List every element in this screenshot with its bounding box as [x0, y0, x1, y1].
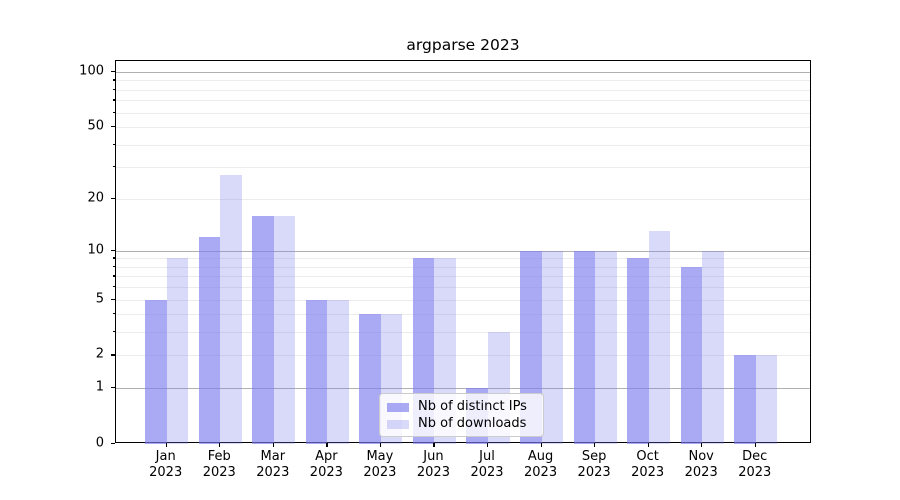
x-tick-mark — [487, 443, 489, 447]
y-minor-tick-mark — [112, 143, 115, 145]
plot-area — [115, 60, 811, 444]
gridline-minor — [116, 314, 810, 316]
legend-swatch-distinct-ips — [387, 402, 409, 412]
y-tick-mark — [111, 249, 115, 251]
y-tick-mark — [111, 298, 115, 300]
bar-downloads — [648, 231, 671, 444]
x-tick-label: Apr 2023 — [309, 449, 343, 480]
y-minor-tick-mark — [112, 99, 115, 101]
gridline-minor — [116, 332, 810, 334]
x-tick-mark — [594, 443, 596, 447]
y-minor-tick-mark — [112, 331, 115, 333]
x-tick-label: Feb 2023 — [202, 449, 236, 480]
x-tick-label: Aug 2023 — [524, 449, 558, 480]
legend-label-downloads: Nb of downloads — [418, 416, 527, 431]
x-tick-label: Mar 2023 — [256, 449, 290, 480]
gridline-minor — [116, 112, 810, 114]
y-tick-label: 2 — [95, 346, 104, 362]
y-tick-mark — [111, 197, 115, 199]
bar-distinct-ips — [734, 355, 756, 444]
gridline-minor — [116, 266, 810, 268]
x-tick-mark — [326, 443, 328, 447]
bar-distinct-ips — [145, 299, 167, 444]
y-minor-tick-mark — [112, 257, 115, 259]
chart-title: argparse 2023 — [406, 36, 520, 54]
legend-swatch-downloads — [387, 419, 409, 429]
x-tick-mark — [540, 443, 542, 447]
y-minor-tick-mark — [112, 79, 115, 81]
x-tick-label: Dec 2023 — [738, 449, 772, 480]
y-minor-tick-mark — [112, 265, 115, 268]
gridline-major — [116, 388, 810, 390]
x-tick-label: Jun 2023 — [416, 449, 450, 480]
y-tick-label: 50 — [87, 118, 104, 134]
y-minor-tick-mark — [112, 111, 115, 113]
bar-downloads — [595, 250, 617, 444]
x-tick-mark — [379, 443, 382, 447]
bar-downloads — [327, 299, 349, 444]
gridline-minor — [116, 89, 810, 91]
y-tick-mark — [111, 443, 115, 445]
y-tick-mark — [111, 71, 115, 73]
bar-distinct-ips — [680, 266, 703, 444]
x-tick-label: Jul 2023 — [470, 449, 504, 480]
x-tick-label: Oct 2023 — [631, 449, 665, 480]
legend: Nb of distinct IPs Nb of downloads — [379, 393, 544, 437]
x-tick-mark — [272, 443, 274, 447]
bar-downloads — [755, 355, 778, 444]
bar-distinct-ips — [252, 215, 274, 444]
y-minor-tick-mark — [112, 166, 115, 168]
bar-distinct-ips — [627, 258, 649, 444]
legend-item-distinct-ips: Nb of distinct IPs — [387, 399, 535, 415]
x-tick-mark — [701, 443, 703, 447]
bar-downloads — [541, 250, 564, 444]
gridline-minor — [116, 355, 810, 357]
bar-distinct-ips — [305, 299, 328, 444]
x-tick-mark — [754, 443, 756, 447]
legend-label-distinct-ips: Nb of distinct IPs — [418, 399, 527, 414]
bar-downloads — [220, 175, 242, 444]
y-tick-label: 0 — [95, 435, 104, 451]
x-tick-mark — [165, 443, 167, 447]
gridline-minor — [116, 167, 810, 169]
x-tick-mark — [219, 443, 221, 447]
x-tick-mark — [433, 443, 435, 447]
y-tick-label: 20 — [87, 190, 104, 206]
y-tick-mark — [111, 126, 115, 128]
x-tick-label: May 2023 — [363, 449, 397, 480]
y-minor-tick-mark — [112, 313, 115, 315]
bar-downloads — [702, 250, 724, 444]
x-tick-label: Sep 2023 — [577, 449, 611, 480]
bar-downloads — [166, 258, 189, 444]
gridline-minor — [116, 127, 810, 129]
y-minor-tick-mark — [112, 275, 115, 277]
y-tick-label: 10 — [87, 242, 104, 258]
gridline-major — [116, 250, 810, 252]
gridline-minor — [116, 258, 810, 260]
y-tick-label: 1 — [95, 379, 104, 395]
gridline-minor — [116, 100, 810, 102]
gridline-minor — [116, 144, 810, 146]
y-tick-mark — [111, 387, 115, 389]
legend-item-downloads: Nb of downloads — [387, 416, 535, 432]
gridline-minor — [116, 276, 810, 278]
gridline-minor — [116, 80, 810, 82]
gridline-minor — [116, 299, 810, 301]
gridline-minor — [116, 287, 810, 289]
gridline-minor — [116, 198, 810, 200]
y-minor-tick-mark — [112, 88, 115, 90]
gridline-major — [116, 72, 810, 73]
x-tick-mark — [647, 443, 649, 447]
y-tick-mark — [111, 354, 115, 356]
bar-downloads — [273, 215, 296, 444]
bar-distinct-ips — [573, 250, 596, 444]
x-tick-label: Jan 2023 — [149, 449, 183, 480]
y-tick-label: 5 — [95, 291, 104, 307]
y-minor-tick-mark — [112, 286, 115, 288]
bar-distinct-ips — [359, 314, 381, 444]
bar-distinct-ips — [198, 237, 221, 444]
x-tick-label: Nov 2023 — [684, 449, 718, 480]
y-tick-label: 100 — [79, 63, 104, 79]
